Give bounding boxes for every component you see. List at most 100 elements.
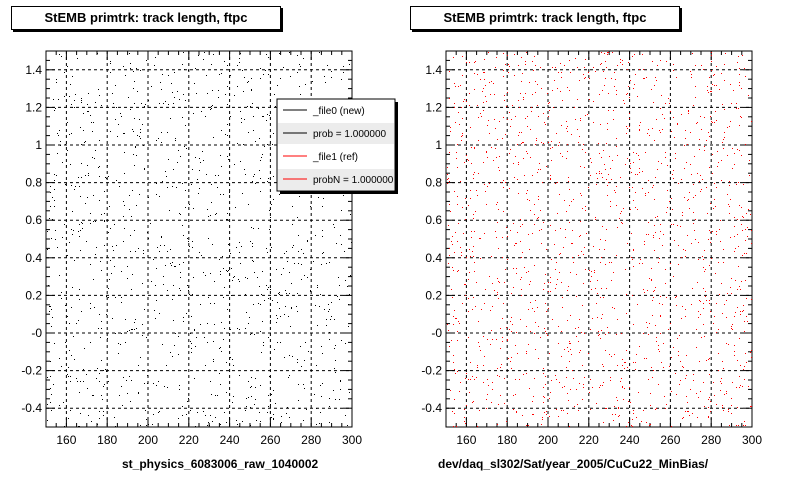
data-point [253,261,254,262]
data-point [231,268,232,269]
data-point [689,415,690,416]
data-point [468,279,469,280]
data-point [548,291,549,292]
data-point [454,103,455,104]
data-point [273,199,274,200]
data-point [697,122,698,123]
data-point [595,288,596,289]
data-point [133,71,134,72]
data-point [230,329,231,330]
data-point [633,162,634,163]
data-point [260,178,261,179]
data-point [635,369,636,370]
data-point [88,175,89,176]
data-point [585,59,586,60]
data-point [142,124,143,125]
data-point [584,377,585,378]
data-point [739,68,740,69]
data-point [643,69,644,70]
data-point [497,368,498,369]
data-point [321,264,322,265]
data-point [214,303,215,304]
data-point [735,312,736,313]
data-point [721,378,722,379]
data-point [612,414,613,415]
data-point [673,117,674,118]
data-point [468,337,469,338]
data-point [192,247,193,248]
data-point [329,309,330,310]
data-point [567,413,568,414]
data-point [604,85,605,86]
data-point [339,299,340,300]
data-point [687,200,688,201]
data-point [55,108,56,109]
data-point [245,257,246,258]
data-point [567,151,568,152]
data-point [744,68,745,69]
data-point [655,287,656,288]
data-point [74,359,75,360]
data-point [712,84,713,85]
data-point [483,365,484,366]
data-point [61,366,62,367]
data-point [630,80,631,81]
data-point [486,151,487,152]
data-point [611,356,612,357]
data-point [184,69,185,70]
data-point [737,234,738,235]
data-point [734,217,735,218]
data-point [497,375,498,376]
data-point [107,165,108,166]
data-point [454,413,455,414]
data-point [116,245,117,246]
data-point [139,119,140,120]
data-point [106,371,107,372]
data-point [260,385,261,386]
data-point [633,200,634,201]
data-point [125,75,126,76]
data-point [83,369,84,370]
data-point [703,382,704,383]
data-point [252,260,253,261]
data-point [580,118,581,119]
data-point [545,274,546,275]
data-point [645,193,646,194]
data-point [132,129,133,130]
data-point [72,211,73,212]
data-point [457,271,458,272]
data-point [454,369,455,370]
data-point [172,299,173,300]
data-point [322,230,323,231]
data-point [219,74,220,75]
data-point [219,259,220,260]
data-point [333,390,334,391]
data-point [455,122,456,123]
data-point [470,198,471,199]
data-point [191,352,192,353]
data-point [680,361,681,362]
data-point [592,318,593,319]
data-point [710,311,711,312]
data-point [711,91,712,92]
data-point [79,224,80,225]
data-point [292,206,293,207]
data-point [156,385,157,386]
data-point [447,183,448,184]
data-point [65,342,66,343]
data-point [486,152,487,153]
data-point [724,64,725,65]
data-point [205,365,206,366]
data-point [242,421,243,422]
data-point [190,333,191,334]
data-point [550,178,551,179]
data-point [653,237,654,238]
data-point [591,289,592,290]
data-point [543,396,544,397]
data-point [603,422,604,423]
data-point [289,375,290,376]
data-point [549,110,550,111]
data-point [659,351,660,352]
data-point [532,401,533,402]
data-point [672,209,673,210]
